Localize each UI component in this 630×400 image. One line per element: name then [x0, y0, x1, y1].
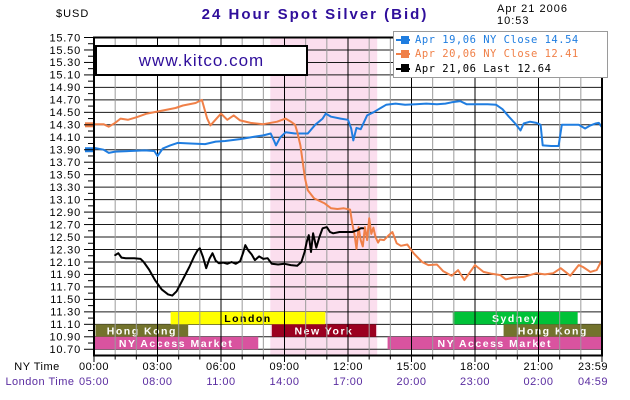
y-tick-label: 14.30 [49, 120, 81, 132]
y-tick-label: 12.50 [49, 232, 81, 244]
y-tick-label: 13.30 [49, 182, 81, 194]
session-label-london: London [224, 313, 271, 325]
session-label-hong-kong-1: Hong Kong [107, 325, 177, 337]
vertical-gridlines [114, 37, 582, 356]
london-time-row-label: London Time [5, 376, 74, 388]
y-tick-label: 12.10 [49, 257, 81, 269]
y-tick-label: 12.70 [49, 219, 81, 231]
legend-item-2: Apr 21,06 Last 12.64 [396, 63, 607, 75]
currency-label: $USD [56, 8, 90, 20]
legend-item-0: Apr 19,06 NY Close 14.54 [396, 34, 607, 46]
session-bar-hong-kong-2 [503, 324, 602, 337]
y-tick-label: 11.70 [50, 282, 81, 294]
legend-label: Apr 19,06 NY Close 14.54 [415, 34, 579, 47]
y-tick-label: 13.50 [49, 169, 81, 181]
y-tick-label: 13.90 [49, 145, 81, 157]
session-label-ny-access-2: NY Access Market [438, 338, 552, 350]
x-axis: 00:00 05:00 03:00 08:00 06:00 11:00 09:00 14:00… [5, 355, 608, 388]
y-tick-label: 14.10 [49, 132, 81, 144]
legend-item-1: Apr 20,06 NY Close 12.41 [396, 48, 607, 60]
price-line-apr21 [114, 226, 365, 297]
y-tick-label: 15.10 [49, 70, 81, 82]
y-tick-label: 10.90 [49, 332, 81, 344]
y-tick-label: 14.90 [49, 82, 81, 94]
timestamp: Apr 21 2006 10:53 [497, 3, 568, 27]
session-label-sydney: Sydney [492, 313, 538, 325]
session-bar-ny-access-1 [94, 336, 259, 350]
legend-marker-icon [396, 49, 412, 59]
y-tick-label: 11.10 [50, 319, 81, 331]
session-bar-london [170, 311, 326, 325]
session-bar-ny-access-2 [387, 336, 602, 350]
y-tick-label: 15.50 [49, 45, 81, 57]
chart-date: Apr 21 2006 [497, 3, 568, 15]
y-tick-label: 15.70 [49, 32, 81, 44]
london-time-tick-label: 20:00 [396, 376, 426, 388]
ny-time-tick-label: 12:00 [333, 361, 363, 373]
ny-session-band [270, 37, 378, 356]
y-tick-label: 10.70 [49, 344, 81, 356]
ny-time-tick-label: 23:59 [578, 361, 608, 373]
y-tick-label: 15.30 [49, 57, 81, 69]
london-time-tick-label: 08:00 [142, 376, 172, 388]
london-time-tick-label: 14:00 [269, 376, 299, 388]
legend-marker-icon [396, 35, 412, 45]
ny-time-tick-label: 09:00 [269, 361, 299, 373]
y-tick-label: 13.70 [49, 157, 81, 169]
london-time-tick-label: 05:00 [79, 376, 109, 388]
y-tick-label: 13.10 [49, 194, 81, 206]
y-tick-label: 11.90 [50, 269, 81, 281]
ny-time-tick-label: 21:00 [523, 361, 553, 373]
session-bar-hong-kong-1 [95, 324, 189, 337]
session-bar-sydney [452, 311, 578, 325]
y-tick-label: 11.30 [50, 307, 81, 319]
ny-time-row-label: NY Time [14, 361, 59, 373]
ny-time-tick-label: 03:00 [142, 361, 172, 373]
legend-box: Apr 19,06 NY Close 14.54 Apr 20,06 NY Clo… [393, 31, 608, 78]
ny-time-tick-label: 18:00 [460, 361, 490, 373]
y-axis: 10.7010.9011.1011.3011.5011.7011.9012.10… [49, 32, 94, 356]
london-time-tick-label: 17:00 [333, 376, 363, 388]
london-time-tick-label: 11:00 [206, 376, 235, 388]
price-line-apr19 [93, 100, 603, 157]
session-label-ny-access-1: NY Access Market [119, 338, 233, 350]
session-label-hong-kong-2: Hong Kong [518, 325, 588, 337]
y-tick-label: 14.70 [49, 95, 81, 107]
london-time-tick-label: 23:00 [460, 376, 490, 388]
y-tick-label: 11.50 [50, 294, 81, 306]
legend-label: Apr 20,06 NY Close 12.41 [415, 48, 579, 61]
chart-title: 24 Hour Spot Silver (Bid) [201, 6, 429, 23]
london-time-tick-label: 02:00 [523, 376, 553, 388]
kitco-watermark-link[interactable]: www.kitco.com [95, 45, 308, 76]
ny-time-tick-label: 06:00 [206, 361, 236, 373]
ny-time-tick-label: 00:00 [79, 361, 109, 373]
price-line-apr20 [93, 98, 603, 282]
session-bar-new-york [271, 324, 377, 337]
legend-label: Apr 21,06 Last 12.64 [415, 62, 552, 75]
london-time-tick-label: 04:59 [578, 376, 608, 388]
y-tick-label: 14.50 [49, 107, 81, 119]
y-tick-label: 12.90 [49, 207, 81, 219]
y-tick-label: 12.30 [49, 244, 81, 256]
ny-time-tick-label: 15:00 [396, 361, 426, 373]
legend-marker-icon [396, 64, 412, 73]
chart-time: 10:53 [497, 15, 530, 27]
session-label-new-york: New York [295, 325, 354, 337]
